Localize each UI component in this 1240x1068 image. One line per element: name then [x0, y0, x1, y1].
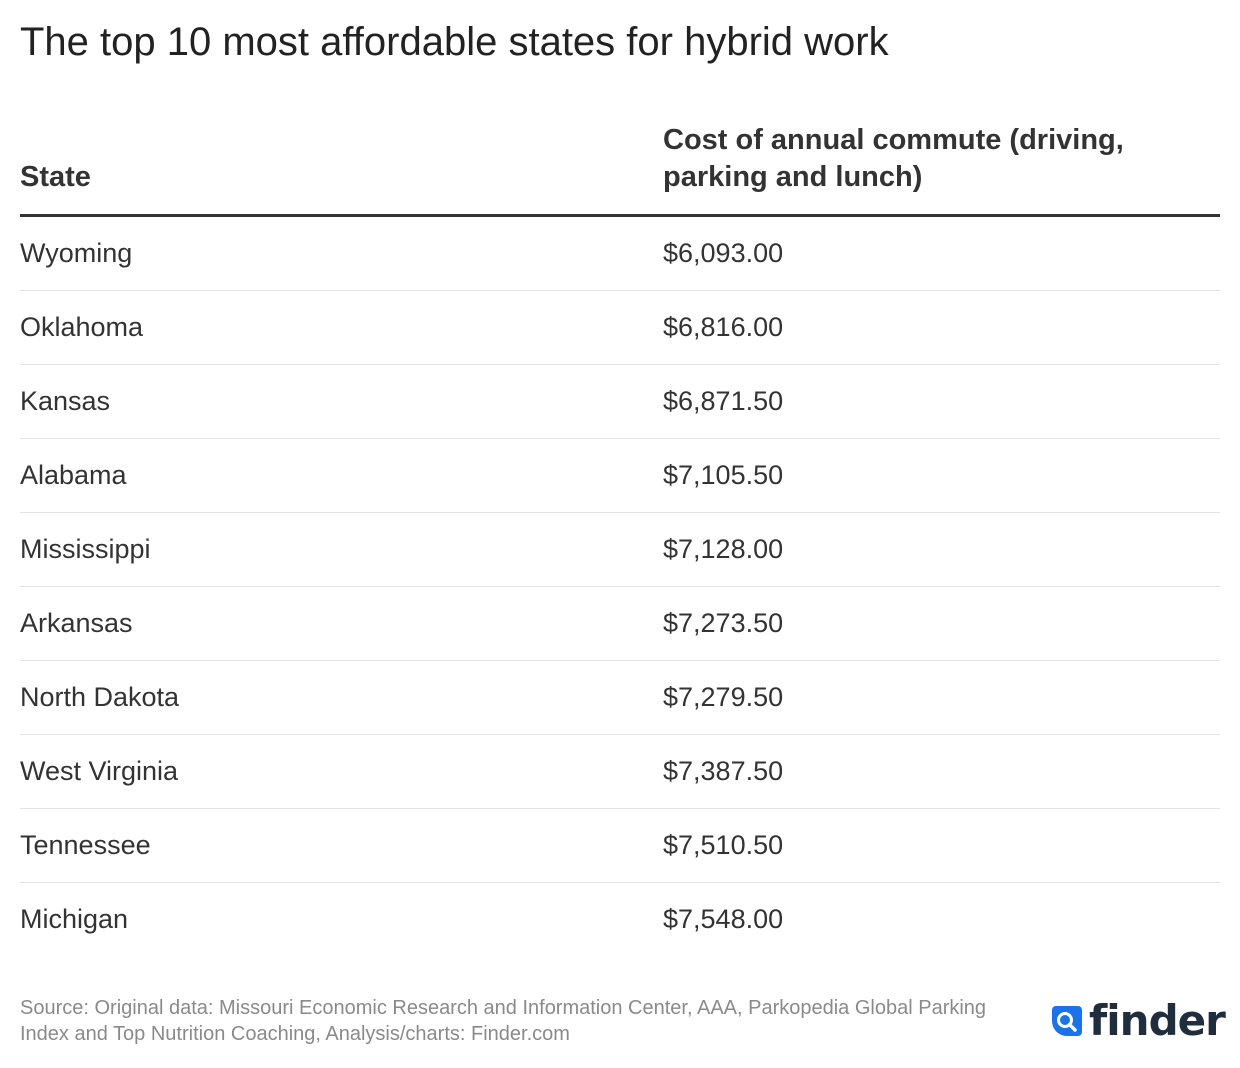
- state-cell: Arkansas: [20, 608, 133, 638]
- table-row: Kansas $6,871.50: [20, 365, 1220, 439]
- cost-cell: $6,093.00: [663, 238, 784, 268]
- table-row: West Virginia $7,387.50: [20, 735, 1220, 809]
- cost-cell: $6,816.00: [663, 312, 784, 342]
- column-header-state: State: [20, 161, 91, 193]
- cost-cell: $6,871.50: [663, 386, 784, 416]
- table-body: Wyoming $6,093.00 Oklahoma $6,816.00 Kansas $…: [20, 217, 1220, 956]
- state-cell: Alabama: [20, 460, 127, 490]
- table-row: North Dakota $7,279.50: [20, 661, 1220, 735]
- column-header-cost: Cost of annual commute (driving, parking…: [663, 124, 1124, 193]
- cost-cell: $7,548.00: [663, 904, 784, 934]
- cost-cell: $7,105.50: [663, 460, 784, 490]
- table-row: Oklahoma $6,816.00: [20, 291, 1220, 365]
- magnifier-icon: [1052, 1006, 1082, 1036]
- finder-logo: finder: [1050, 996, 1226, 1046]
- state-cell: Michigan: [20, 904, 129, 934]
- table-row: Wyoming $6,093.00: [20, 217, 1220, 291]
- data-table: State Cost of annual commute (driving, p…: [20, 120, 1220, 956]
- state-cell: Mississippi: [20, 534, 151, 564]
- cost-cell: $7,510.50: [663, 830, 784, 860]
- state-cell: Oklahoma: [20, 312, 144, 342]
- cost-cell: $7,387.50: [663, 756, 784, 786]
- state-cell: West Virginia: [20, 756, 179, 786]
- state-cell: Wyoming: [20, 238, 133, 268]
- source-note: Source: Original data: Missouri Economic…: [20, 997, 987, 1045]
- cost-cell: $7,273.50: [663, 608, 784, 638]
- logo-text: finder: [1089, 996, 1226, 1045]
- table-header: State Cost of annual commute (driving, p…: [20, 120, 1220, 217]
- table-row: Alabama $7,105.50: [20, 439, 1220, 513]
- table-row: Michigan $7,548.00: [20, 883, 1220, 956]
- state-cell: Kansas: [20, 386, 111, 416]
- chart-title: The top 10 most affordable states for hy…: [20, 20, 889, 64]
- table-row: Mississippi $7,128.00: [20, 513, 1220, 587]
- state-cell: North Dakota: [20, 682, 180, 712]
- table-row: Tennessee $7,510.50: [20, 809, 1220, 883]
- cost-cell: $7,128.00: [663, 534, 784, 564]
- table-row: Arkansas $7,273.50: [20, 587, 1220, 661]
- cost-cell: $7,279.50: [663, 682, 784, 712]
- state-cell: Tennessee: [20, 830, 151, 860]
